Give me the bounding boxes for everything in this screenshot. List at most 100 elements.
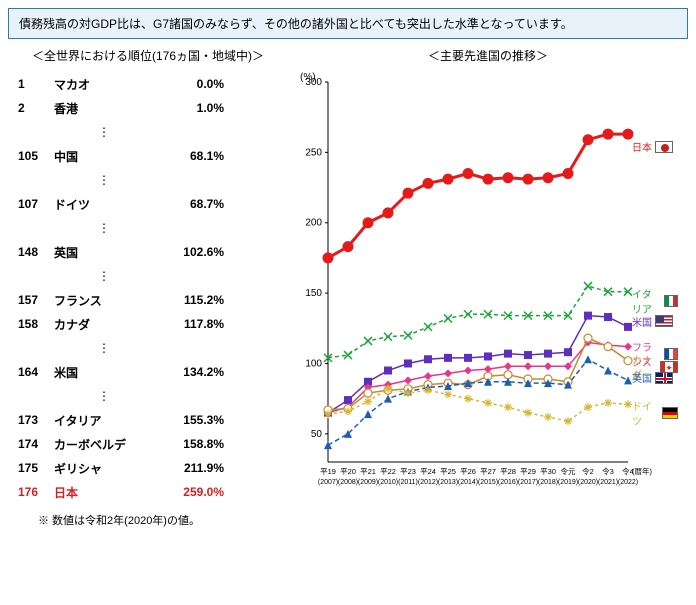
rank-country: フランス <box>54 292 154 309</box>
svg-text:平29: 平29 <box>520 467 536 476</box>
rank-country: 英国 <box>54 244 154 261</box>
svg-text:(2021): (2021) <box>598 479 618 486</box>
rank-number: 157 <box>18 293 54 307</box>
svg-text:(2013): (2013) <box>438 479 458 486</box>
svg-text:(2009): (2009) <box>358 479 378 486</box>
chart-column: ＜主要先進国の推移＞ (%) 50100150200250300平19平20平2… <box>288 47 688 528</box>
rank-number: 105 <box>18 149 54 163</box>
svg-text:令3: 令3 <box>602 466 614 476</box>
svg-text:100: 100 <box>305 358 322 369</box>
rank-country: 米国 <box>54 364 154 381</box>
series-name: イタリア <box>632 286 661 316</box>
rank-value: 115.2% <box>154 293 224 307</box>
rank-value: 211.9% <box>154 461 224 475</box>
series-label: 日本 <box>632 139 673 154</box>
rank-number: 176 <box>18 485 54 499</box>
rank-value: 117.8% <box>154 317 224 331</box>
rank-country: マカオ <box>54 76 154 93</box>
rank-number: 107 <box>18 197 54 211</box>
series-label: イタリア <box>632 286 678 316</box>
trend-chart: 50100150200250300平19平20平21平22平23平24平25平2… <box>288 72 678 532</box>
rank-value: 68.7% <box>154 197 224 211</box>
svg-text:平24: 平24 <box>420 467 436 476</box>
svg-text:平20: 平20 <box>340 467 356 476</box>
rank-row: 107ドイツ68.7% <box>18 192 288 216</box>
vertical-dots: ⋮ <box>54 176 154 184</box>
rank-country: イタリア <box>54 412 154 429</box>
rank-row: 157フランス115.2% <box>18 288 288 312</box>
svg-text:(2018): (2018) <box>538 479 558 486</box>
rank-country: カナダ <box>54 316 154 333</box>
svg-text:(2015): (2015) <box>478 479 498 486</box>
chart-area: (%) 50100150200250300平19平20平21平22平23平24平… <box>288 72 678 502</box>
rank-number: 158 <box>18 317 54 331</box>
svg-text:(2017): (2017) <box>518 479 538 486</box>
svg-text:(2016): (2016) <box>498 479 518 486</box>
rank-row: 148英国102.6% <box>18 240 288 264</box>
main-columns: ＜全世界における順位(176ヵ国・地域中)＞ 1マカオ0.0%2香港1.0%⋮1… <box>8 47 688 528</box>
svg-text:(2008): (2008) <box>338 479 358 486</box>
rank-country: ドイツ <box>54 196 154 213</box>
rank-country: 日本 <box>54 484 154 501</box>
svg-text:(2007): (2007) <box>318 479 338 486</box>
svg-text:250: 250 <box>305 147 322 158</box>
series-label: ドイツ <box>632 398 678 428</box>
svg-text:平22: 平22 <box>380 467 396 476</box>
rank-number: 148 <box>18 245 54 259</box>
svg-text:200: 200 <box>305 218 322 229</box>
svg-text:(2011): (2011) <box>398 479 418 486</box>
footnote: ※ 数値は令和2年(2020年)の値。 <box>8 512 288 528</box>
svg-text:(2020): (2020) <box>578 479 598 486</box>
rank-number: 175 <box>18 461 54 475</box>
rank-value: 259.0% <box>154 485 224 499</box>
rank-row: 175ギリシャ211.9% <box>18 456 288 480</box>
svg-text:(2019): (2019) <box>558 479 578 486</box>
rank-value: 134.2% <box>154 365 224 379</box>
rank-country: 香港 <box>54 100 154 117</box>
svg-text:150: 150 <box>305 288 322 299</box>
rank-row: 158カナダ117.8% <box>18 312 288 336</box>
svg-text:平27: 平27 <box>480 467 496 476</box>
rank-row: 176日本259.0% <box>18 480 288 504</box>
rank-value: 155.3% <box>154 413 224 427</box>
series-name: ドイツ <box>632 398 659 428</box>
svg-text:50: 50 <box>311 429 323 440</box>
ranking-column: ＜全世界における順位(176ヵ国・地域中)＞ 1マカオ0.0%2香港1.0%⋮1… <box>8 47 288 528</box>
rank-number: 174 <box>18 437 54 451</box>
svg-text:(暦年): (暦年) <box>632 466 652 476</box>
ranking-table: 1マカオ0.0%2香港1.0%⋮105中国68.1%⋮107ドイツ68.7%⋮1… <box>8 72 288 504</box>
series-name: 米国 <box>632 314 652 329</box>
vertical-dots: ⋮ <box>54 344 154 352</box>
y-axis-unit: (%) <box>300 72 316 83</box>
rank-country: カーボベルデ <box>54 436 154 453</box>
svg-text:(2012): (2012) <box>418 479 438 486</box>
rank-value: 0.0% <box>154 77 224 91</box>
rank-row: 1マカオ0.0% <box>18 72 288 96</box>
rank-value: 1.0% <box>154 101 224 115</box>
series-name: 日本 <box>632 139 652 154</box>
svg-text:令2: 令2 <box>582 466 594 476</box>
summary-banner: 債務残高の対GDP比は、G7諸国のみならず、その他の諸外国と比べても突出した水準… <box>8 8 688 39</box>
vertical-dots: ⋮ <box>54 392 154 400</box>
vertical-dots: ⋮ <box>54 128 154 136</box>
rank-value: 102.6% <box>154 245 224 259</box>
svg-text:(2022): (2022) <box>618 479 638 486</box>
series-name: 英国 <box>632 370 652 385</box>
rank-value: 158.8% <box>154 437 224 451</box>
svg-text:(2014): (2014) <box>458 479 478 486</box>
rank-number: 1 <box>18 77 54 91</box>
svg-text:平25: 平25 <box>440 467 456 476</box>
svg-text:(2010): (2010) <box>378 479 398 486</box>
rank-number: 164 <box>18 365 54 379</box>
vertical-dots: ⋮ <box>54 272 154 280</box>
rank-country: ギリシャ <box>54 460 154 477</box>
series-label: 米国 <box>632 314 673 329</box>
svg-text:令元: 令元 <box>561 466 576 476</box>
svg-text:平26: 平26 <box>460 467 476 476</box>
svg-text:平21: 平21 <box>360 467 376 476</box>
rank-country: 中国 <box>54 148 154 165</box>
svg-text:平30: 平30 <box>540 467 556 476</box>
rank-number: 2 <box>18 101 54 115</box>
rank-row: 173イタリア155.3% <box>18 408 288 432</box>
rank-number: 173 <box>18 413 54 427</box>
